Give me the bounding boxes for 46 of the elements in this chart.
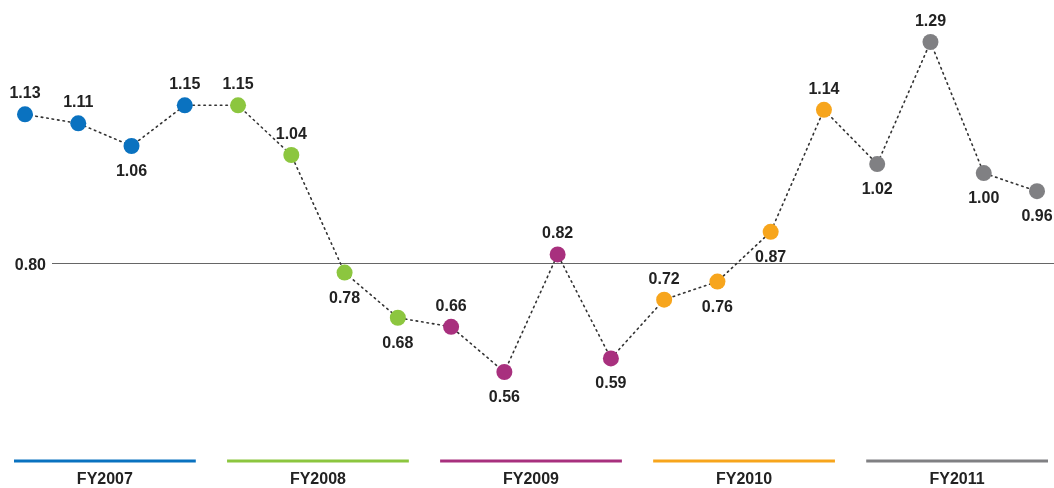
data-label: 0.72	[648, 269, 680, 287]
data-label: 1.04	[275, 125, 307, 143]
data-label: 0.68	[382, 333, 414, 351]
point	[389, 309, 406, 326]
text: FY2010	[716, 470, 773, 487]
data-label: 1.15	[222, 75, 254, 93]
data-label: 1.00	[968, 189, 1000, 207]
data-label: 0.59	[595, 374, 627, 392]
data-label: 1.14	[808, 79, 840, 97]
text: FY2011	[929, 470, 985, 487]
data-label: 0.96	[1021, 207, 1053, 225]
data-label: 1.15	[169, 75, 201, 93]
data-label: 0.76	[701, 297, 734, 315]
point	[656, 291, 673, 308]
text: FY2007	[76, 470, 134, 487]
point	[230, 97, 247, 114]
ref-line-label: 0.80	[14, 255, 47, 273]
point	[869, 156, 886, 173]
data-label: 1.02	[861, 180, 893, 198]
data-label: 0.78	[329, 288, 361, 306]
point	[762, 223, 779, 240]
point	[336, 264, 353, 281]
point	[922, 34, 939, 50]
data-label: 1.29	[914, 12, 947, 29]
text: FY2008	[289, 470, 347, 487]
data-label: 1.13	[9, 84, 41, 102]
point	[975, 165, 992, 182]
point	[815, 101, 832, 118]
point	[549, 246, 566, 263]
point	[176, 97, 193, 114]
point	[123, 137, 140, 154]
point	[1029, 183, 1045, 200]
point	[443, 318, 460, 335]
data-label: 0.66	[435, 296, 467, 314]
point	[70, 115, 87, 132]
point	[602, 350, 619, 367]
point	[496, 364, 513, 380]
point	[17, 106, 33, 123]
point	[283, 147, 300, 164]
point	[709, 273, 726, 290]
data-label: 1.11	[63, 93, 94, 111]
data-label: 1.06	[115, 161, 148, 179]
text: FY2009	[502, 470, 560, 487]
data-label: 0.87	[755, 247, 787, 265]
data-label: 0.82	[542, 224, 574, 242]
data-label: 0.56	[488, 388, 521, 405]
